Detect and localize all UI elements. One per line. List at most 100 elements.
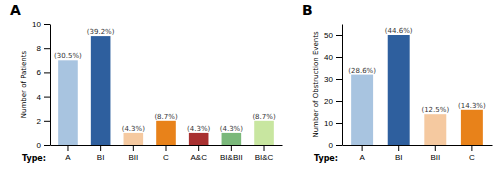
tick: 0 xyxy=(329,141,342,150)
tick-label: 8 xyxy=(37,44,42,53)
bar xyxy=(124,133,144,145)
tick: A xyxy=(65,145,71,162)
tick-mark xyxy=(336,145,342,146)
tick-mark xyxy=(44,121,50,122)
tick: A xyxy=(359,145,365,162)
annotation: (44.6%) xyxy=(385,27,413,35)
bar xyxy=(388,35,410,145)
annotation: (4.3%) xyxy=(122,125,146,133)
tick: 2 xyxy=(37,117,50,126)
tick-label: 50 xyxy=(324,31,333,40)
tick: BII xyxy=(430,145,440,162)
annotation: (4.3%) xyxy=(187,125,211,133)
tick-label: BI&BII xyxy=(220,153,243,162)
tick-mark xyxy=(435,145,436,151)
tick: 8 xyxy=(37,44,50,53)
tick-mark xyxy=(44,145,50,146)
tick: BI xyxy=(97,145,105,162)
tick: 0 xyxy=(37,141,50,150)
tick-label: 6 xyxy=(37,68,42,77)
tick-label: A xyxy=(65,153,71,162)
tick-mark xyxy=(362,145,363,151)
y-label: Number of Obstruction Events xyxy=(312,31,320,138)
tick-label: 10 xyxy=(32,20,41,29)
panel-label: B xyxy=(302,2,313,18)
tick-mark xyxy=(471,145,472,151)
tick: BI&C xyxy=(255,145,274,162)
chart: (30.5%)(39.2%)(4.3%)(8.7%)(4.3%)(4.3%)(8… xyxy=(0,0,500,175)
tick-mark xyxy=(100,145,101,151)
tick: BII xyxy=(128,145,138,162)
tick: 10 xyxy=(324,119,342,128)
bar xyxy=(461,110,483,145)
tick-mark xyxy=(336,101,342,102)
tick-mark xyxy=(44,72,50,73)
tick-mark xyxy=(44,24,50,25)
tick-label: 4 xyxy=(37,93,42,102)
tick-mark xyxy=(166,145,167,151)
tick-mark xyxy=(264,145,265,151)
bar xyxy=(424,114,446,145)
tick-label: BI xyxy=(97,153,105,162)
tick: BI&BII xyxy=(220,145,243,162)
bar xyxy=(254,121,274,145)
tick-label: A xyxy=(359,153,365,162)
annotation: (30.5%) xyxy=(54,52,82,60)
annotation: (28.6%) xyxy=(348,67,376,75)
tick-label: 0 xyxy=(329,141,334,150)
tick-mark xyxy=(44,97,50,98)
axis-line xyxy=(342,25,343,146)
y-axis: 0 10 20 30 40 50 xyxy=(324,25,342,151)
tick-label: 2 xyxy=(37,117,42,126)
bars xyxy=(58,36,274,145)
tick-label: 20 xyxy=(324,97,333,106)
tick-label: BI xyxy=(395,153,403,162)
tick-label: C xyxy=(163,153,169,162)
tick: 40 xyxy=(324,53,342,62)
tick-mark xyxy=(231,145,232,151)
tick-label: 0 xyxy=(37,141,42,150)
annotation: (4.3%) xyxy=(220,125,244,133)
x-label: Type: xyxy=(314,154,338,163)
x-axis: A BI BII C xyxy=(343,145,493,162)
axis-line xyxy=(343,145,493,146)
tick-mark xyxy=(198,145,199,151)
tick: A&C xyxy=(190,145,207,162)
tick-mark xyxy=(133,145,134,151)
tick-label: 40 xyxy=(324,53,333,62)
tick-mark xyxy=(44,48,50,49)
tick: 10 xyxy=(32,20,50,29)
axis-line xyxy=(50,25,51,146)
tick: 4 xyxy=(37,93,50,102)
tick-label: BI&C xyxy=(255,153,274,162)
bar xyxy=(222,133,242,145)
x-label: Type: xyxy=(22,154,46,163)
y-axis: 0 2 4 6 8 10 xyxy=(32,20,50,150)
tick-mark xyxy=(336,79,342,80)
bar xyxy=(189,133,209,145)
bars xyxy=(351,35,483,145)
annotation: (14.3%) xyxy=(458,102,486,110)
tick: C xyxy=(469,145,475,162)
tick-label: BII xyxy=(430,153,440,162)
tick-label: 30 xyxy=(324,75,333,84)
panel-label: A xyxy=(10,2,21,18)
tick-mark xyxy=(336,57,342,58)
tick-mark xyxy=(67,145,68,151)
annotation: (12.5%) xyxy=(421,106,449,114)
annotation: (8.7%) xyxy=(154,113,178,121)
annotations: (28.6%) (44.6%) (12.5%) (14.3%) xyxy=(348,27,486,114)
tick: BI xyxy=(395,145,403,162)
tick-mark xyxy=(336,123,342,124)
tick-label: BII xyxy=(128,153,138,162)
y-label: Number of Patients xyxy=(20,50,28,118)
tick-label: C xyxy=(469,153,475,162)
panel: (28.6%) (44.6%) (12.5%) (14.3%) 0 10 20 30 40 50 A… xyxy=(302,2,493,163)
panel: (30.5%)(39.2%)(4.3%)(8.7%)(4.3%)(4.3%)(8… xyxy=(10,2,283,163)
tick: 50 xyxy=(324,31,342,40)
bar xyxy=(351,75,373,145)
tick: 6 xyxy=(37,68,50,77)
bar xyxy=(91,36,111,145)
tick: 30 xyxy=(324,75,342,84)
tick-label: 10 xyxy=(324,119,333,128)
